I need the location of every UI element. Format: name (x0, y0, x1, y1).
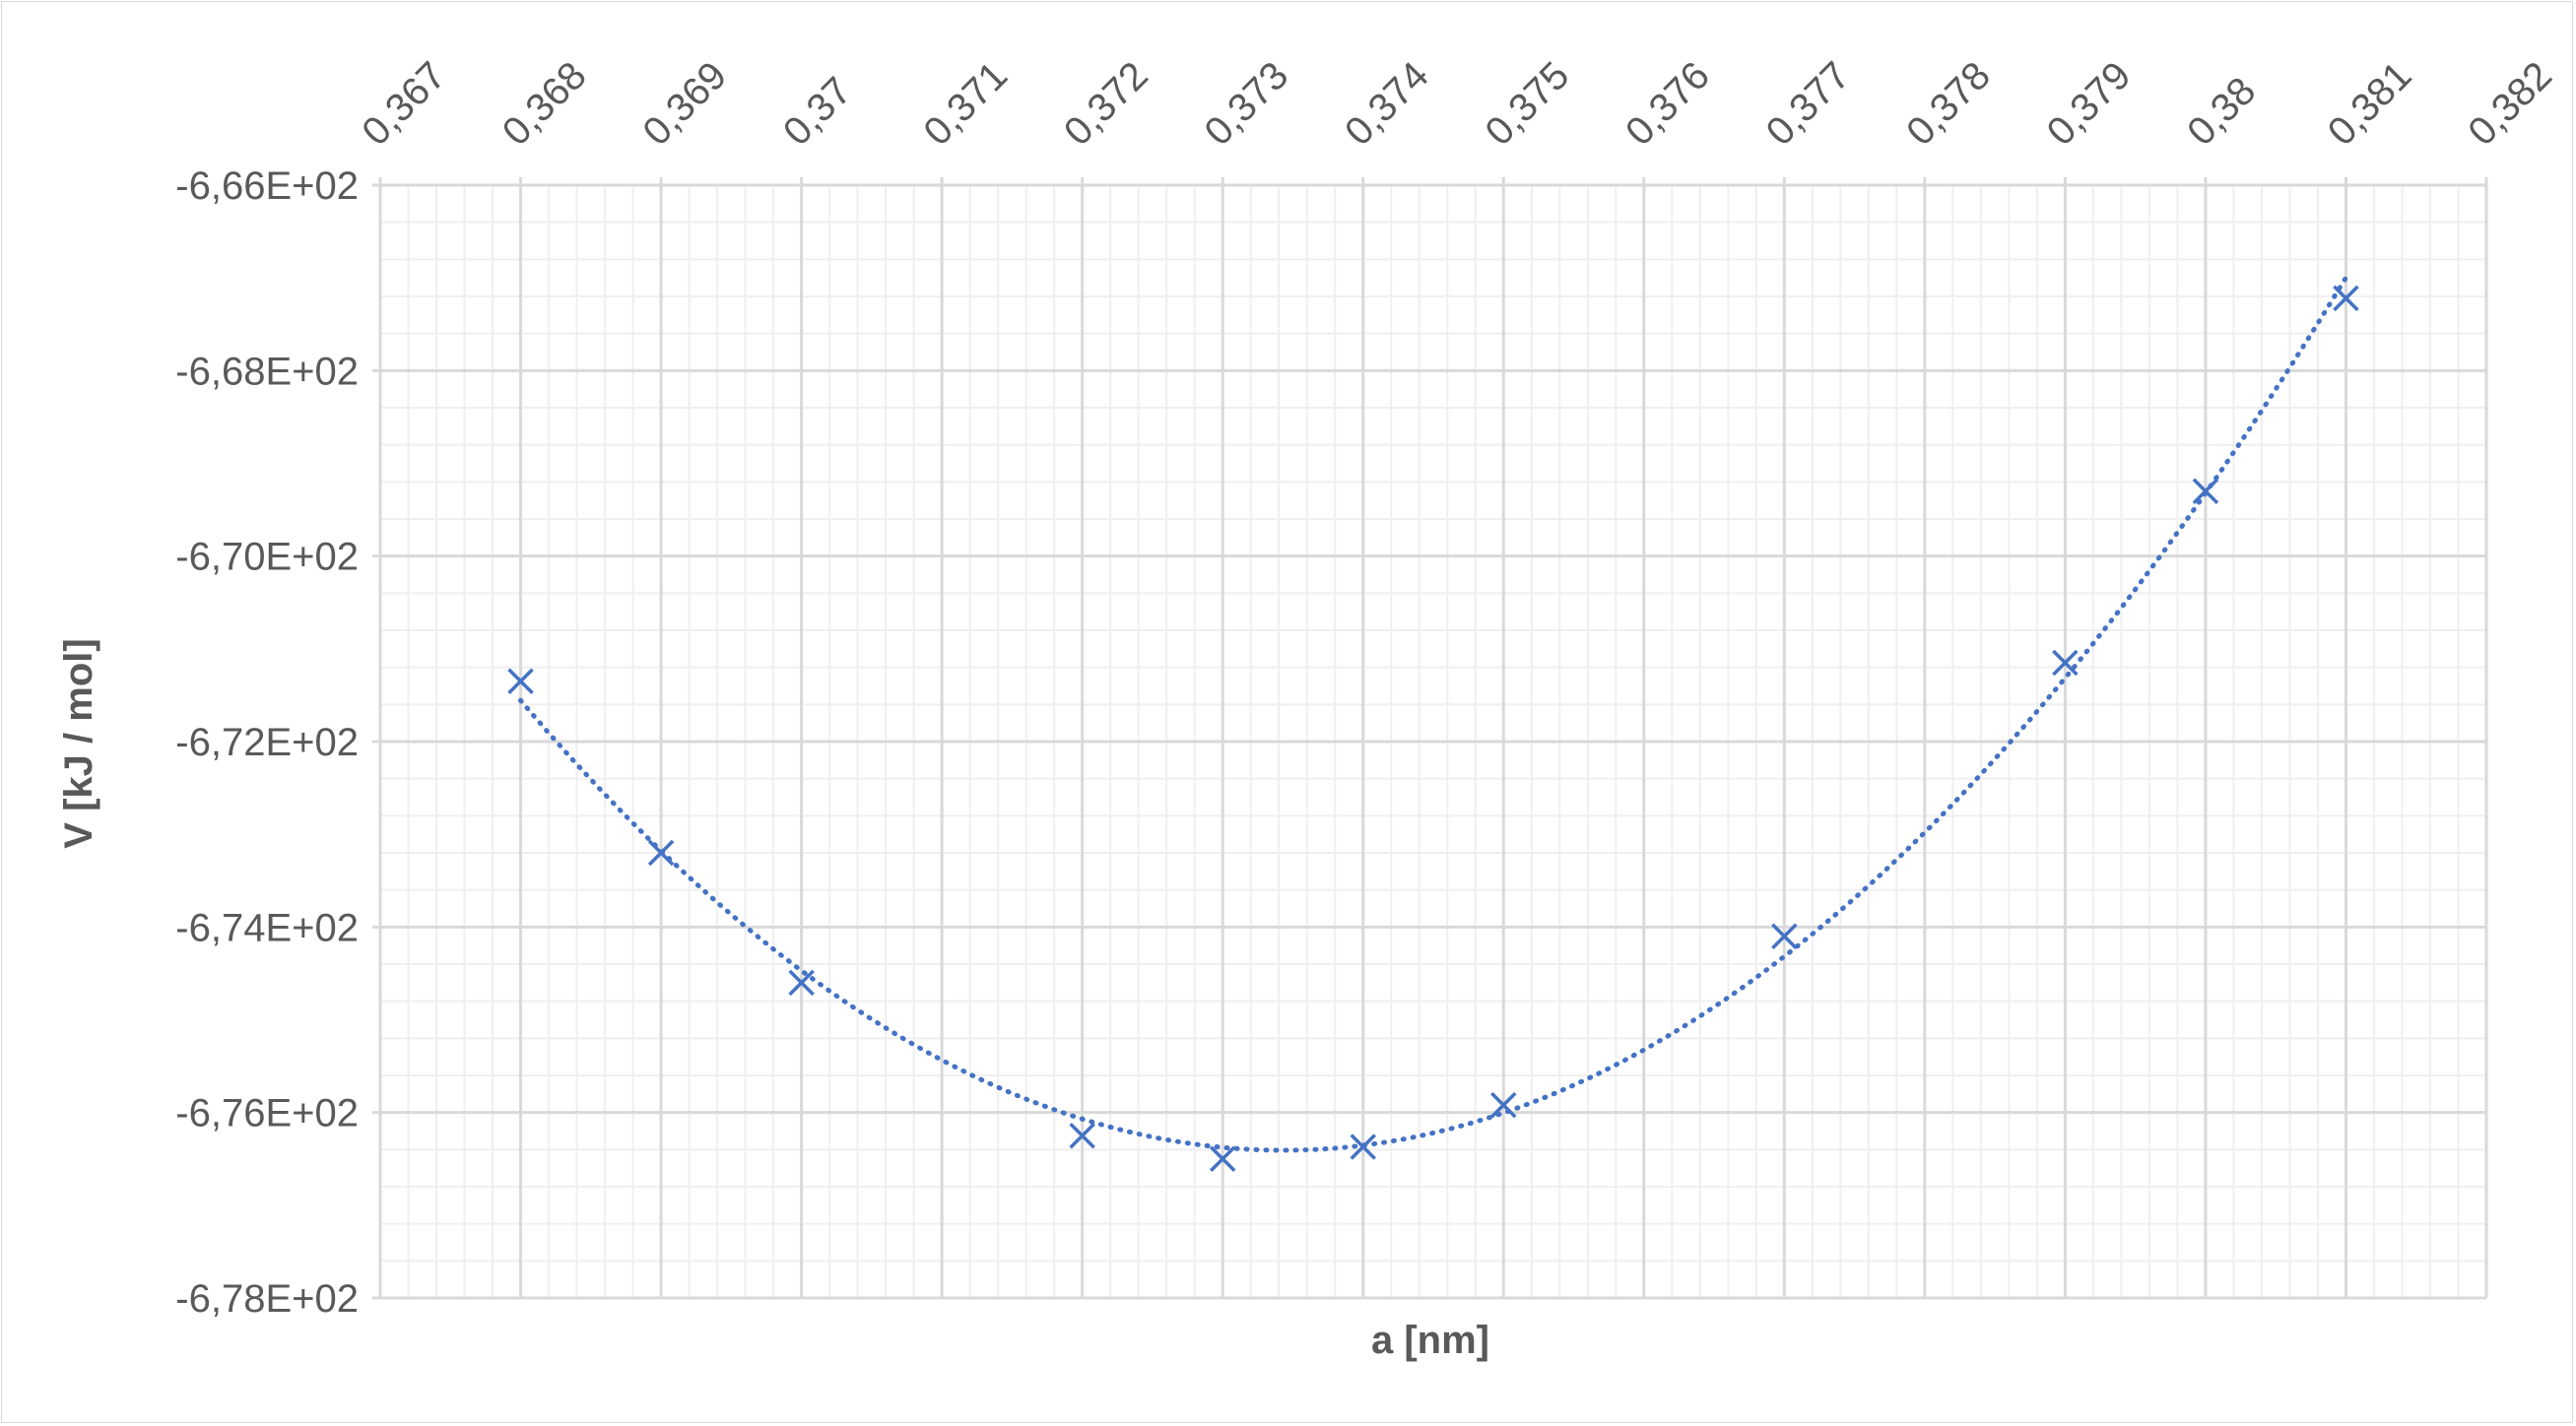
marker-stroke (2052, 649, 2079, 677)
data-markers (507, 285, 2359, 1172)
x-tick-label: 0,378 (1898, 53, 1999, 154)
x-tick-label: 0,376 (1618, 53, 1718, 154)
x-tick-label: 0,368 (495, 53, 595, 154)
data-point-marker (2192, 478, 2219, 504)
y-tick-label: -6,70E+02 (175, 536, 359, 579)
marker-stroke (1771, 923, 1798, 949)
y-tick-label: -6,78E+02 (175, 1277, 359, 1321)
x-tick-label: 0,371 (915, 53, 1016, 154)
x-tick-label: 0,367 (354, 53, 454, 154)
y-tick-label: -6,72E+02 (175, 721, 359, 764)
data-point-marker (1771, 923, 1798, 949)
data-point-marker (1069, 1122, 1095, 1149)
marker-stroke (647, 839, 675, 867)
x-tick-label: 0,375 (1478, 53, 1578, 154)
y-axis-title: V [kJ / mol] (57, 638, 100, 848)
y-tick-label: -6,74E+02 (175, 906, 359, 949)
trendline-path (518, 275, 2348, 1153)
major-gridlines (372, 177, 2488, 1300)
data-point-marker (507, 668, 534, 695)
marker-stroke (507, 668, 534, 695)
y-tick-label: -6,66E+02 (175, 164, 359, 208)
data-point-marker (1209, 1145, 1236, 1172)
marker-stroke (2192, 478, 2219, 504)
data-point-marker (788, 969, 815, 997)
x-tick-label: 0,38 (2179, 69, 2264, 154)
x-axis-title: a [nm] (1371, 1319, 1489, 1362)
trendline (518, 275, 2348, 1153)
marker-stroke (788, 969, 815, 997)
x-tick-label: 0,372 (1056, 53, 1156, 154)
marker-stroke (1209, 1145, 1236, 1172)
data-point-marker (1490, 1091, 1517, 1119)
data-point-marker (1350, 1134, 1376, 1160)
data-point-marker (2052, 649, 2079, 677)
data-point-marker (647, 839, 675, 867)
data-point-marker (2333, 285, 2359, 312)
x-axis-tick-labels: 0,367 0,368 0,369 0,37 0,371 0,372 0,373 0,374 0… (354, 53, 2560, 154)
x-tick-label: 0,373 (1196, 53, 1296, 154)
x-tick-label: 0,377 (1758, 53, 1859, 154)
marker-stroke (1490, 1091, 1517, 1119)
x-tick-label: 0,382 (2460, 53, 2560, 154)
marker-stroke (2333, 285, 2359, 312)
y-tick-label: -6,76E+02 (175, 1092, 359, 1135)
x-tick-label: 0,381 (2320, 53, 2420, 154)
marker-stroke (1069, 1122, 1095, 1149)
x-tick-label: 0,374 (1337, 53, 1437, 154)
marker-stroke (1350, 1134, 1376, 1160)
y-tick-label: -6,68E+02 (175, 350, 359, 393)
x-tick-label: 0,37 (775, 69, 860, 154)
y-axis-tick-labels: -6,66E+02 -6,68E+02 -6,70E+02 -6,72E+02 -6,7… (175, 164, 359, 1321)
x-tick-label: 0,379 (2039, 53, 2140, 154)
x-tick-label: 0,369 (634, 53, 735, 154)
